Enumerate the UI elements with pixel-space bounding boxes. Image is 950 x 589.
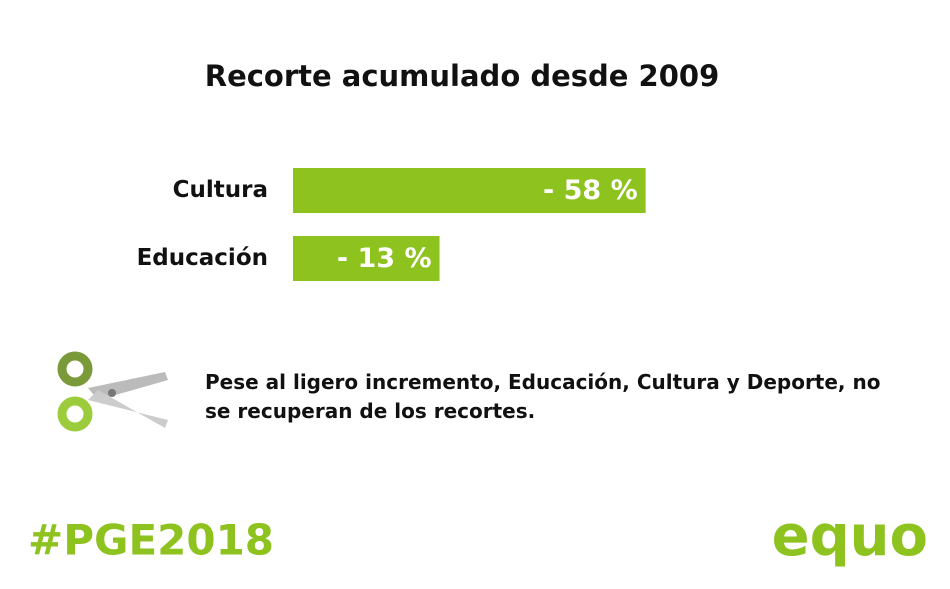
bar <box>293 168 646 213</box>
category-label: Cultura <box>173 177 268 203</box>
note: Pese al ligero incremento, Educación, Cu… <box>205 370 881 423</box>
logo: equo <box>772 504 928 569</box>
hashtag: #PGE2018 <box>28 516 274 565</box>
value-label: - 13 % <box>337 243 432 274</box>
category-label: Educación <box>137 245 268 271</box>
value-label: - 58 % <box>543 175 638 206</box>
chart-title: Recorte acumulado desde 2009 <box>205 59 720 93</box>
scissors-icon <box>57 351 168 432</box>
bar <box>293 236 440 281</box>
